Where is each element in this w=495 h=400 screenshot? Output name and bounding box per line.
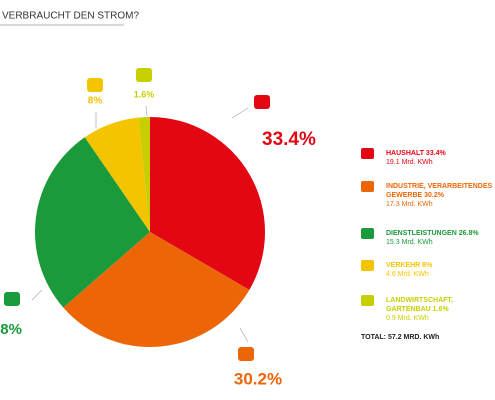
slice-label: 30.2% [234,369,282,388]
pie-slice [34,137,150,308]
legend-label: INDUSTRIE, VERARBEITENDES [386,183,493,190]
category-icon [136,68,152,82]
legend-icon [361,295,374,306]
legend-icon [361,181,374,192]
slice-label: 26.8% [0,321,22,338]
pie-slice [84,117,150,232]
legend-icon [361,228,374,239]
slice-label: 33.4% [262,129,316,150]
category-icon [87,78,103,92]
legend-icon [361,148,374,159]
legend-icon [361,260,374,271]
legend-detail: 4.6 Mrd. KWh [386,271,429,278]
category-icon [238,347,254,361]
legend-detail: 17.3 Mrd. KWh [386,201,433,208]
legend-label: GARTENBAU 1.6% [386,306,449,313]
chart-title: VERBRAUCHT DEN STROM? [2,11,139,22]
pie-slice [63,232,250,347]
legend-detail: 15.3 Mrd. KWh [386,239,433,246]
legend-detail: 0.9 Mrd. KWh [386,315,429,322]
legend-label: LANDWIRTSCHAFT, [386,297,453,304]
legend-label: VERKEHR 8% [386,262,433,269]
leader-line [31,289,43,301]
legend-label: DIENSTLEISTUNGEN 26.8% [386,230,479,237]
pie-slice [138,117,150,232]
leader-line [231,107,249,119]
pie-slice [150,117,265,290]
leader-line [145,105,148,117]
leader-line [239,327,249,343]
legend-label: GEWERBE 30.2% [386,192,445,199]
legend-detail: 19.1 Mrd. KWh [386,159,433,166]
category-icon [4,292,20,306]
slice-label: 1.6% [134,89,155,99]
legend-label: HAUSHALT 33.4% [386,150,447,157]
category-icon [254,95,270,109]
legend-total: TOTAL: 57.2 MRD. KWh [361,334,439,341]
slice-label: 8% [88,96,103,107]
